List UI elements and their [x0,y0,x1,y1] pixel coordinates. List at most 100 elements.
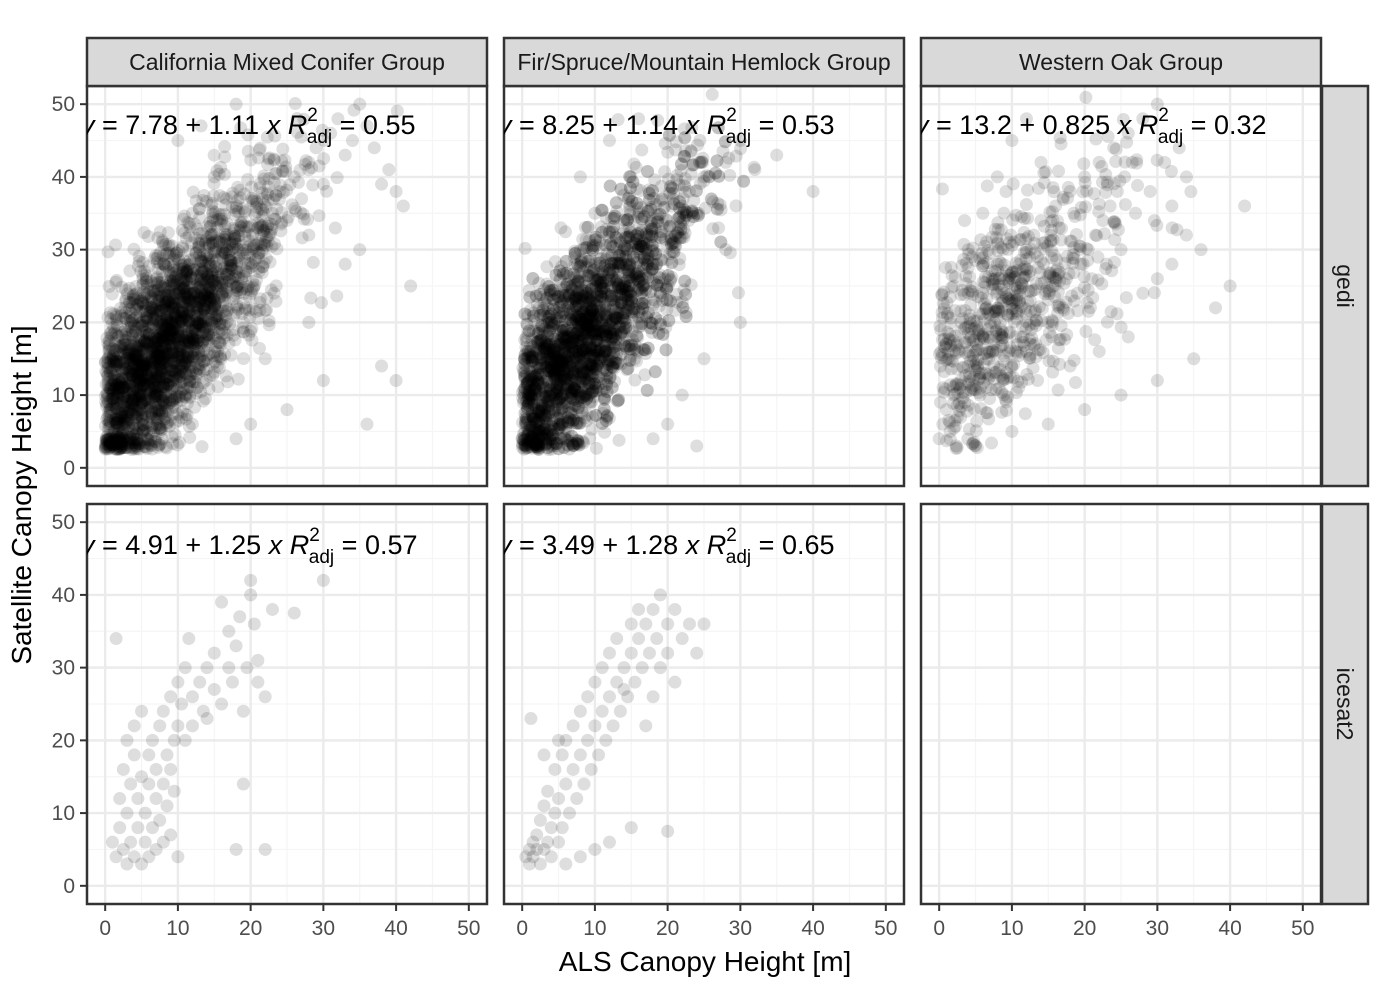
data-point [223,258,237,272]
data-point [125,367,139,381]
data-point [345,134,359,148]
data-point [230,298,244,312]
data-point [146,313,160,327]
data-point [162,249,176,263]
data-point [161,289,175,303]
data-point [116,420,130,434]
data-point [113,376,127,390]
data-point [133,374,147,388]
data-point [114,436,128,450]
data-point [102,361,116,375]
data-point [220,315,234,329]
data-point [255,243,269,257]
data-point [198,325,212,339]
data-point [131,369,145,383]
data-point [375,359,389,373]
data-point [130,442,144,456]
data-point [170,438,184,452]
data-point [140,424,154,438]
data-point [146,339,160,353]
data-point [178,366,192,380]
data-point [229,269,243,283]
data-point [158,326,172,340]
data-point [157,323,171,337]
data-point [722,151,736,165]
data-point [132,331,146,345]
data-point [260,291,274,305]
data-point [198,277,212,291]
data-point [126,428,140,442]
data-point [137,226,151,240]
data-point [295,231,309,245]
data-point [137,334,151,348]
data-point [353,243,367,257]
data-point [175,281,189,295]
data-point [241,128,255,142]
data-point [127,428,141,442]
data-point [251,221,265,235]
data-point [124,365,138,379]
data-point [155,330,169,344]
data-point [243,261,257,275]
data-point [275,154,289,168]
data-point [646,432,660,446]
data-point [229,432,243,446]
data-point [136,319,150,333]
data-point [200,267,214,281]
data-point [183,220,197,234]
data-point [635,143,649,157]
data-point [183,287,197,301]
data-point [254,292,268,306]
data-point [124,353,138,367]
data-point [231,271,245,285]
data-point [245,284,259,298]
data-point [140,432,154,446]
data-point [138,335,152,349]
data-point [140,442,154,456]
data-point [137,379,151,393]
data-point [156,380,170,394]
data-point [166,274,180,288]
data-point [253,177,267,191]
data-point [241,257,255,271]
data-point [207,365,221,379]
data-point [573,170,587,184]
data-point [108,355,122,369]
data-point [640,383,654,397]
data-point [152,406,166,420]
data-point [216,300,230,314]
data-point [731,286,745,300]
data-point [770,148,784,162]
data-point [187,286,201,300]
data-point [111,396,125,410]
data-point [127,385,141,399]
data-point [149,397,163,411]
data-point [200,362,214,376]
data-point [130,403,144,417]
data-point [196,308,210,322]
data-point [209,260,223,274]
data-point [196,315,210,329]
data-point [236,315,250,329]
data-point [204,285,218,299]
data-point [152,396,166,410]
data-point [265,217,279,231]
data-point [138,357,152,371]
data-point [113,427,127,441]
data-point [137,439,151,453]
data-point [320,184,334,198]
data-point [287,170,301,184]
data-point [129,405,143,419]
data-point [184,368,198,382]
data-point [172,370,186,384]
data-point [224,259,238,273]
data-point [182,298,196,312]
data-point [178,331,192,345]
data-point [115,403,129,417]
data-point [196,336,210,350]
data-point [171,407,185,421]
data-point [175,411,189,425]
data-point [136,318,150,332]
data-point [157,331,171,345]
data-point [152,362,166,376]
